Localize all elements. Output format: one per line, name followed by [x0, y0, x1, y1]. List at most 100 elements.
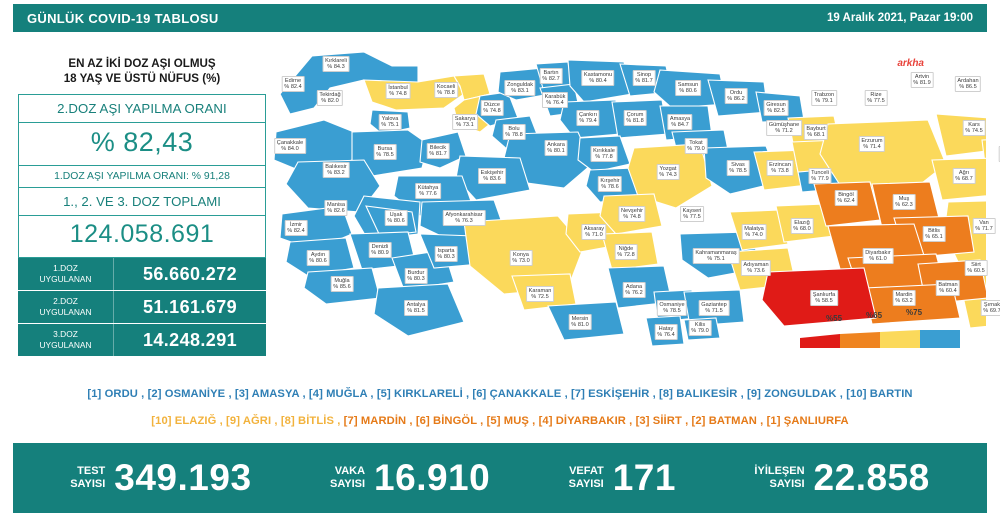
province-label-k-rklareli: Kırklareli% 84.3 — [322, 56, 350, 72]
province-value: % 82.5 — [767, 108, 785, 114]
rank-separator: , — [462, 388, 473, 400]
province-name: Yalova — [381, 115, 399, 122]
province-label-ankara: Ankara% 80.1 — [544, 140, 568, 156]
province-name: Kilis — [694, 321, 706, 328]
province-value: % 83.2 — [327, 170, 345, 176]
dose-row: 3.DOZ UYGULANAN 14.248.291 — [18, 324, 266, 356]
province-name: Amasya — [669, 115, 691, 122]
province-value: % 75.1 — [381, 122, 399, 128]
map-legend: %55 %65 %75 — [800, 308, 960, 356]
province-label--orum: Çorum% 81.8 — [623, 110, 647, 126]
province-name: Erzurum — [861, 137, 883, 144]
province-label-bitlis: Bitlis% 65.1 — [922, 226, 946, 242]
province-label-d-zce: Düzce% 74.8 — [480, 100, 504, 116]
rank-city-name: AMASYA — [248, 388, 300, 400]
province-label-bilecik: Bilecik% 81.7 — [426, 143, 450, 159]
page-header: GÜNLÜK COVID-19 TABLOSU 19 Aralık 2021, … — [13, 4, 987, 32]
province-label-k-r-ehir: Kırşehir% 78.6 — [597, 176, 623, 192]
province-value: % 82.6 — [327, 208, 345, 214]
province-value: % 74.8 — [483, 108, 501, 114]
legend-gradient-bar — [800, 330, 960, 348]
map-svg — [273, 51, 986, 347]
legend-tick-75: %75 — [906, 308, 923, 317]
province-value: % 77.9 — [811, 176, 829, 182]
province-label-kocaeli: Kocaeli% 78.8 — [434, 82, 458, 98]
province-name: Konya — [513, 251, 529, 258]
rank-separator: , — [225, 388, 235, 400]
province-name: Kastamonu — [583, 71, 613, 78]
province-label-afyonkarahisar: Afyonkarahisar% 76.3 — [442, 210, 486, 226]
province-value: % 74.5 — [965, 128, 983, 134]
province-value: % 80.6 — [387, 218, 405, 224]
rank-separator: , — [299, 388, 309, 400]
vaccination-box: 2.DOZ AŞI YAPILMA ORANI % 82,43 1.DOZ AŞ… — [18, 94, 266, 258]
report-timestamp: 19 Aralık 2021, Pazar 19:00 — [827, 12, 973, 24]
province-value: % 80.3 — [407, 276, 425, 282]
dose-breakdown-list: 1.DOZ UYGULANAN 56.660.272 2.DOZ UYGULANAN 51… — [18, 258, 266, 356]
province-value: % 80.1 — [547, 148, 565, 154]
province-name: Hatay — [658, 325, 674, 332]
rank-number: [5] — [486, 415, 501, 427]
province-label-ardahan: Ardahan% 86.5 — [954, 76, 982, 92]
province-value: % 73.6 — [747, 268, 765, 274]
province-value: % 81.5 — [407, 308, 425, 314]
province-name: Çanakkale — [276, 139, 304, 146]
province-name: Tokat — [689, 139, 703, 146]
dose-row-label: 1.DOZ UYGULANAN — [18, 258, 114, 290]
rank-separator: , — [216, 415, 227, 427]
province-name: Batman — [938, 281, 958, 288]
province-label-yozgat: Yozgat% 74.3 — [656, 164, 680, 180]
panel-caption-line2: 18 YAŞ VE ÜSTÜ NÜFUS (%) — [63, 72, 221, 85]
province-label-bal-kesir: Balıkesir% 83.2 — [322, 162, 350, 178]
province-label--rnak: Şırnak% 69.7 — [980, 300, 1000, 316]
province-name: Kayseri — [682, 207, 702, 214]
dose-row-value: 56.660.272 — [142, 263, 238, 284]
province-name: Ankara — [547, 141, 565, 148]
stat-label-line2: SAYISI — [568, 478, 604, 490]
province-label-karab-k: Karabük% 76.4 — [541, 92, 569, 108]
province-value: % 65.1 — [925, 234, 943, 240]
province-value: % 81.8 — [626, 118, 644, 124]
province-name: Aydın — [310, 251, 326, 258]
province-value: % 74.3 — [659, 172, 677, 178]
province-name: Mersin — [571, 315, 589, 322]
rank-number: [1] — [766, 415, 781, 427]
province-name: Bilecik — [429, 144, 447, 151]
province-value: % 77.5 — [867, 98, 885, 104]
province-name: Kars — [968, 121, 980, 128]
province-label-siirt: Siirt% 60.5 — [964, 260, 988, 276]
province-name: Nevşehir — [620, 207, 644, 214]
province-value: % 72.5 — [531, 294, 549, 300]
province-value: % 80.6 — [309, 258, 327, 264]
legend-tick-65: %65 — [866, 311, 883, 320]
stat-label-line1: VEFAT — [569, 465, 604, 477]
province-name: Artvin — [914, 73, 930, 80]
province-value: % 82.4 — [284, 84, 302, 90]
rank-separator: , — [476, 415, 487, 427]
province-name: Bartın — [543, 69, 559, 76]
province-value: % 72.8 — [617, 252, 635, 258]
rank-city-name: KIRKLARELİ — [390, 388, 463, 400]
province-name: Denizli — [371, 243, 389, 250]
rank-number: [10] — [846, 388, 867, 400]
province-value: % 58.5 — [815, 298, 833, 304]
province-name: Karaman — [528, 287, 552, 294]
province-value: % 74.0 — [745, 232, 763, 238]
province-label-kars: Kars% 74.5 — [962, 120, 986, 136]
province-label-i-stanbul: İstanbul% 74.8 — [385, 83, 411, 99]
brand-watermark: arkha — [897, 58, 924, 69]
rank-city-name: OSMANİYE — [161, 388, 226, 400]
province-name: Tunceli — [811, 169, 829, 176]
province-name: Malatya — [744, 225, 764, 232]
province-name: Bursa — [377, 145, 393, 152]
province-value: % 71.7 — [975, 226, 993, 232]
province-label-mu-la: Muğla% 85.6 — [330, 276, 354, 292]
province-label-burdur: Burdur% 80.3 — [404, 268, 428, 284]
rank-separator: , — [367, 388, 377, 400]
dose-row-value: 14.248.291 — [142, 329, 238, 350]
province-name: Adıyaman — [743, 261, 769, 268]
province-label-kahramanmara-: Kahramanmaraş% 75.1 — [692, 248, 740, 264]
province-value: % 77.8 — [595, 154, 613, 160]
province-value: % 71.4 — [863, 144, 881, 150]
province-label-ayd-n: Aydın% 80.6 — [306, 250, 330, 266]
